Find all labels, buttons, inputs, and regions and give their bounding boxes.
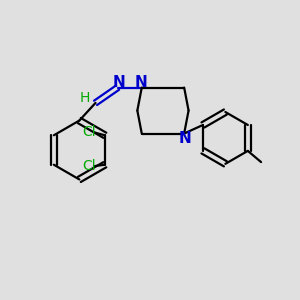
- Text: Cl: Cl: [82, 159, 95, 173]
- Text: N: N: [134, 75, 147, 90]
- Text: H: H: [79, 91, 89, 105]
- Text: N: N: [112, 75, 125, 90]
- Text: N: N: [179, 131, 191, 146]
- Text: Cl: Cl: [82, 125, 95, 139]
